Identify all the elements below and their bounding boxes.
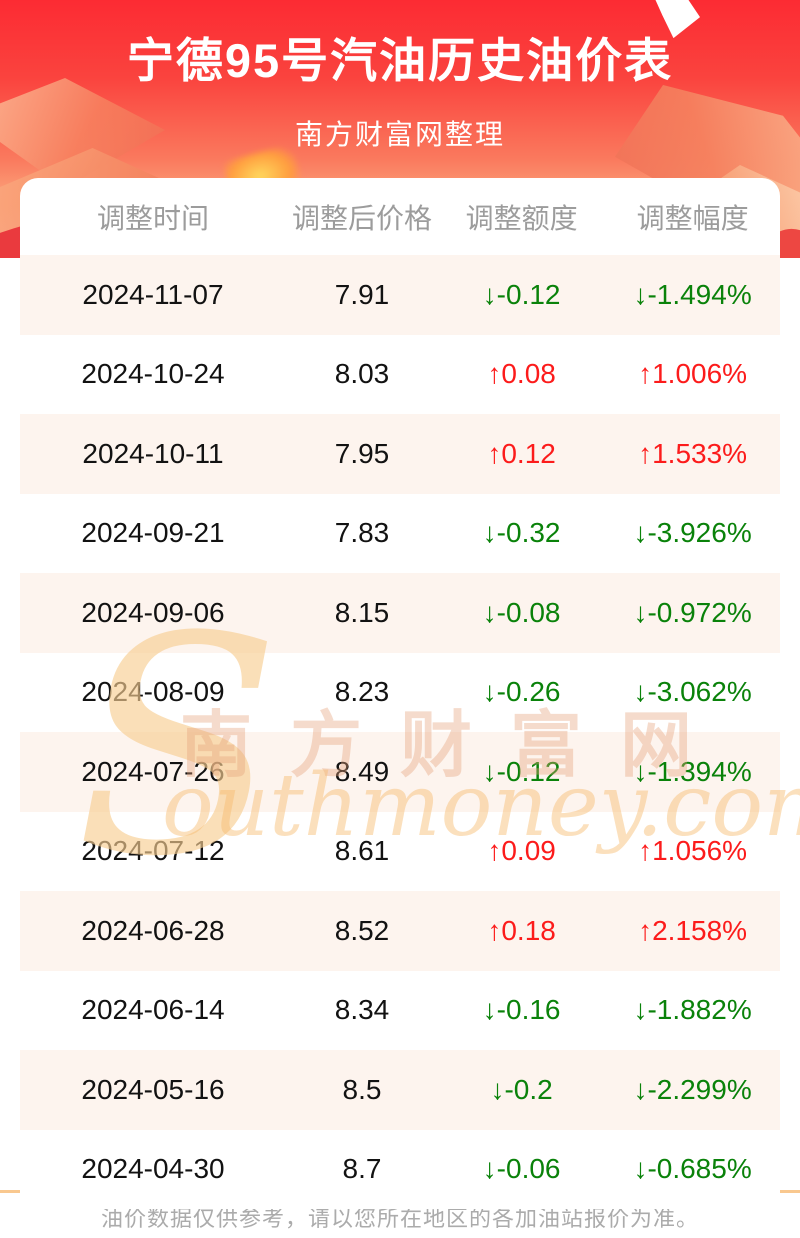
table-row: 2024-07-26 8.49 ↓-0.12 ↓-1.394% — [20, 732, 780, 812]
cell-price: 8.34 — [334, 994, 390, 1026]
price-table-card: 调整时间 调整后价格 调整额度 调整幅度 2024-11-07 7.91 ↓-0… — [20, 178, 800, 1209]
cell-date: 2024-11-07 — [82, 278, 224, 310]
table-row: 2024-10-24 8.03 ↑0.08 ↑1.006% — [20, 335, 780, 415]
cell-change: ↑0.18 — [487, 914, 556, 946]
cell-change: ↓-0.08 — [482, 596, 561, 628]
table-row: 2024-05-16 8.5 ↓-0.2 ↓-2.299% — [20, 1050, 780, 1130]
cell-change: ↓-0.2 — [490, 1073, 553, 1105]
cell-price: 8.49 — [334, 755, 390, 787]
cell-price: 7.83 — [334, 517, 390, 549]
cell-date: 2024-08-09 — [81, 676, 225, 708]
cell-date: 2024-09-06 — [81, 596, 225, 628]
cell-price: 7.95 — [334, 437, 390, 469]
cell-date: 2024-10-11 — [82, 437, 224, 469]
cell-change: ↑0.12 — [487, 437, 556, 469]
cell-change: ↓-0.12 — [482, 278, 561, 310]
cell-percent: ↑1.056% — [638, 835, 748, 867]
cell-price: 8.15 — [334, 596, 390, 628]
cell-percent: ↓-3.926% — [633, 517, 752, 549]
cell-percent: ↑1.006% — [638, 358, 748, 390]
cell-change: ↓-0.32 — [482, 517, 561, 549]
cell-percent: ↑2.158% — [638, 914, 748, 946]
price-table: 调整时间 调整后价格 调整额度 调整幅度 2024-11-07 7.91 ↓-0… — [20, 178, 780, 1209]
col-header-adjust-amount: 调整额度 — [465, 202, 578, 234]
cell-date: 2024-09-21 — [81, 517, 225, 549]
cell-percent: ↓-1.882% — [633, 994, 752, 1026]
table-row: 2024-11-07 7.91 ↓-0.12 ↓-1.494% — [20, 255, 780, 335]
table-header-row: 调整时间 调整后价格 调整额度 调整幅度 — [20, 178, 780, 255]
footer-note: 油价数据仅供参考，请以您所在地区的各加油站报价为准。 — [100, 1206, 699, 1231]
table-row: 2024-10-11 7.95 ↑0.12 ↑1.533% — [20, 414, 780, 494]
cell-date: 2024-07-26 — [81, 755, 225, 787]
cell-percent: ↓-0.972% — [633, 596, 752, 628]
cell-price: 8.61 — [334, 835, 390, 867]
cell-change: ↑0.08 — [487, 358, 556, 390]
table-row: 2024-09-06 8.15 ↓-0.08 ↓-0.972% — [20, 573, 780, 653]
table-row: 2024-09-21 7.83 ↓-0.32 ↓-3.926% — [20, 494, 780, 574]
cell-date: 2024-06-14 — [81, 994, 225, 1026]
cell-change: ↑0.09 — [487, 835, 556, 867]
col-header-adjust-rate: 调整幅度 — [636, 202, 749, 234]
cell-percent: ↓-0.685% — [633, 1153, 752, 1185]
col-header-adjust-time: 调整时间 — [96, 202, 209, 234]
cell-percent: ↑1.533% — [638, 437, 748, 469]
cell-change: ↓-0.06 — [482, 1153, 561, 1185]
cell-change: ↓-0.12 — [482, 755, 561, 787]
table-row: 2024-07-12 8.61 ↑0.09 ↑1.056% — [20, 812, 780, 892]
table-row: 2024-08-09 8.23 ↓-0.26 ↓-3.062% — [20, 653, 780, 733]
cell-date: 2024-10-24 — [81, 358, 225, 390]
cell-change: ↓-0.16 — [482, 994, 561, 1026]
cell-date: 2024-07-12 — [81, 835, 225, 867]
page-title: 宁德95号汽油历史油价表 — [126, 34, 674, 87]
page-subtitle: 南方财富网整理 — [294, 119, 505, 150]
cell-price: 7.91 — [334, 278, 390, 310]
table-row: 2024-04-30 8.7 ↓-0.06 ↓-0.685% — [20, 1130, 780, 1210]
cell-percent: ↓-1.494% — [633, 278, 752, 310]
table-row: 2024-06-14 8.34 ↓-0.16 ↓-1.882% — [20, 971, 780, 1051]
cell-price: 8.7 — [342, 1153, 382, 1185]
cell-date: 2024-05-16 — [81, 1073, 225, 1105]
cell-percent: ↓-3.062% — [633, 676, 752, 708]
col-header-adjusted-price: 调整后价格 — [291, 202, 432, 234]
cell-percent: ↓-1.394% — [633, 755, 752, 787]
cell-date: 2024-04-30 — [81, 1153, 225, 1185]
cell-price: 8.5 — [342, 1073, 382, 1105]
table-body: 2024-11-07 7.91 ↓-0.12 ↓-1.494% 2024-10-… — [20, 255, 780, 1209]
cell-price: 8.03 — [334, 358, 390, 390]
cell-price: 8.23 — [334, 676, 390, 708]
cell-date: 2024-06-28 — [81, 914, 225, 946]
cell-change: ↓-0.26 — [482, 676, 561, 708]
cell-percent: ↓-2.299% — [633, 1073, 752, 1105]
cell-price: 8.52 — [334, 914, 390, 946]
table-row: 2024-06-28 8.52 ↑0.18 ↑2.158% — [20, 891, 780, 971]
